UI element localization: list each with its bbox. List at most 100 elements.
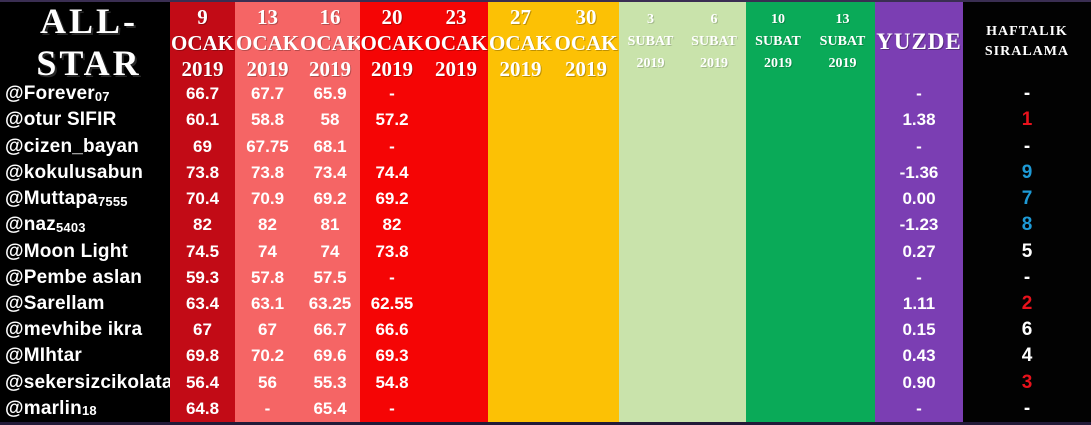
score-cell [424, 160, 488, 186]
score-cell [810, 343, 875, 369]
score-cell [682, 343, 746, 369]
score-cell [424, 265, 488, 291]
yuzde-value: 1.38 [902, 110, 936, 130]
score-cell [746, 291, 810, 317]
score-cell [424, 186, 488, 212]
yuzde-value: 0.90 [902, 372, 936, 392]
score-cell: 73.8 [250, 162, 285, 182]
score-cell: 67.7 [250, 84, 285, 104]
player-name-text: @cizen_bayan [5, 135, 139, 157]
yuzde-values-list: - 1.38 - -1.36 0.00 -1.23 0.27 - 1.11 0.15 0.43 0.9… [875, 81, 963, 422]
score-cell [619, 81, 682, 107]
score-cell [682, 265, 746, 291]
player-name-text: @kokulusabun [5, 161, 144, 183]
date-year: 2019 [181, 57, 224, 81]
score-cell [488, 265, 553, 291]
score-cell [810, 317, 875, 343]
date-column-20-ocak: 20 OCAK 2019 - 57.2 - 74.4 69.2 82 73.8 - 62.55 66.6… [360, 2, 424, 422]
score-cell [746, 238, 810, 264]
date-header: 30 OCAK 2019 [553, 2, 619, 81]
score-cell: 54.8 [375, 372, 409, 392]
player-name-text: @Moon Light [5, 240, 129, 262]
player-name-number-suffix: 18 [81, 403, 97, 419]
score-cell: 62.55 [370, 293, 414, 313]
date-day: 13 [257, 5, 278, 29]
score-cell: 56.4 [185, 372, 220, 392]
score-cell [810, 265, 875, 291]
date-score-list [810, 81, 875, 422]
score-cell [810, 186, 875, 212]
score-cell: 57.8 [250, 267, 285, 287]
score-cell [682, 396, 746, 422]
score-cell [682, 160, 746, 186]
yuzde-value: -1.36 [899, 162, 939, 182]
player-name-number-suffix: 5403 [56, 219, 86, 235]
date-month: SUBAT [819, 34, 866, 49]
score-cell [424, 291, 488, 317]
player-name-text: @sekersizcikolata [5, 371, 173, 393]
yuzde-value: 0.15 [902, 320, 936, 340]
date-column-6-subat: 6 SUBAT 2019 [682, 2, 746, 422]
score-cell [553, 133, 619, 159]
date-month: OCAK [554, 31, 618, 55]
date-month: SUBAT [755, 34, 801, 49]
score-cell [619, 212, 682, 238]
player-name: @naz 5403 [0, 212, 170, 238]
score-cell: 64.8 [185, 398, 220, 418]
score-cell [488, 212, 553, 238]
date-month: OCAK [489, 31, 552, 55]
score-cell [619, 343, 682, 369]
score-cell: 66.7 [313, 320, 347, 340]
score-cell [553, 291, 619, 317]
score-cell [619, 238, 682, 264]
score-cell [682, 238, 746, 264]
score-cell [488, 291, 553, 317]
date-day: 3 [647, 12, 654, 27]
player-name: @kokulusabun [0, 160, 170, 186]
date-score-list [488, 81, 553, 422]
score-cell: 59.3 [185, 267, 220, 287]
score-cell: - [389, 84, 395, 104]
date-header: 3 SUBAT 2019 [619, 2, 682, 81]
score-cell [619, 265, 682, 291]
score-cell: - [389, 398, 395, 418]
player-names-list: @Forever 07 @otur SIFIR @cizen_bayan @kokulu… [0, 81, 173, 422]
score-cell [810, 396, 875, 422]
score-cell [746, 343, 810, 369]
player-name: @otur SIFIR [0, 107, 170, 133]
weekly-rank-header: HAFTALIK SIRALAMA [963, 2, 1091, 81]
player-name: @Forever 07 [0, 81, 170, 107]
player-name-text: @Muttapa [5, 188, 98, 210]
score-cell: 58.8 [250, 110, 285, 130]
date-month: OCAK [236, 31, 299, 55]
score-cell: - [389, 267, 395, 287]
score-cell: 55.3 [313, 372, 347, 392]
score-cell [424, 396, 488, 422]
yuzde-value: -1.23 [899, 215, 939, 235]
score-cell [619, 396, 682, 422]
score-cell [746, 265, 810, 291]
score-cell [746, 212, 810, 238]
score-cell [619, 317, 682, 343]
date-header: 6 SUBAT 2019 [682, 2, 746, 81]
player-name: @Muttapa 7555 [0, 186, 170, 212]
date-header: 9 OCAK 2019 [170, 2, 235, 81]
date-score-list: 66.7 60.1 69 73.8 70.4 82 74.5 59.3 63.4 67 69.8 56… [170, 81, 235, 422]
player-name-text: @MIhtar [5, 345, 82, 367]
score-cell: 60.1 [185, 110, 220, 130]
yuzde-value: 0.27 [902, 241, 936, 261]
score-cell: 65.4 [313, 398, 347, 418]
yuzde-value: 1.11 [902, 293, 936, 313]
score-cell: 68.1 [313, 136, 347, 156]
date-column-13-ocak: 13 OCAK 2019 67.7 58.8 67.75 73.8 70.9 82 74 57.8 6… [235, 2, 300, 422]
score-cell [810, 291, 875, 317]
score-cell [553, 107, 619, 133]
score-cell [619, 370, 682, 396]
score-cell [553, 238, 619, 264]
weekly-rank-value: - [1023, 83, 1031, 105]
date-day: 13 [835, 12, 850, 27]
score-cell: 63.1 [250, 293, 285, 313]
date-column-27-ocak: 27 OCAK 2019 [488, 2, 553, 422]
score-cell [424, 343, 488, 369]
